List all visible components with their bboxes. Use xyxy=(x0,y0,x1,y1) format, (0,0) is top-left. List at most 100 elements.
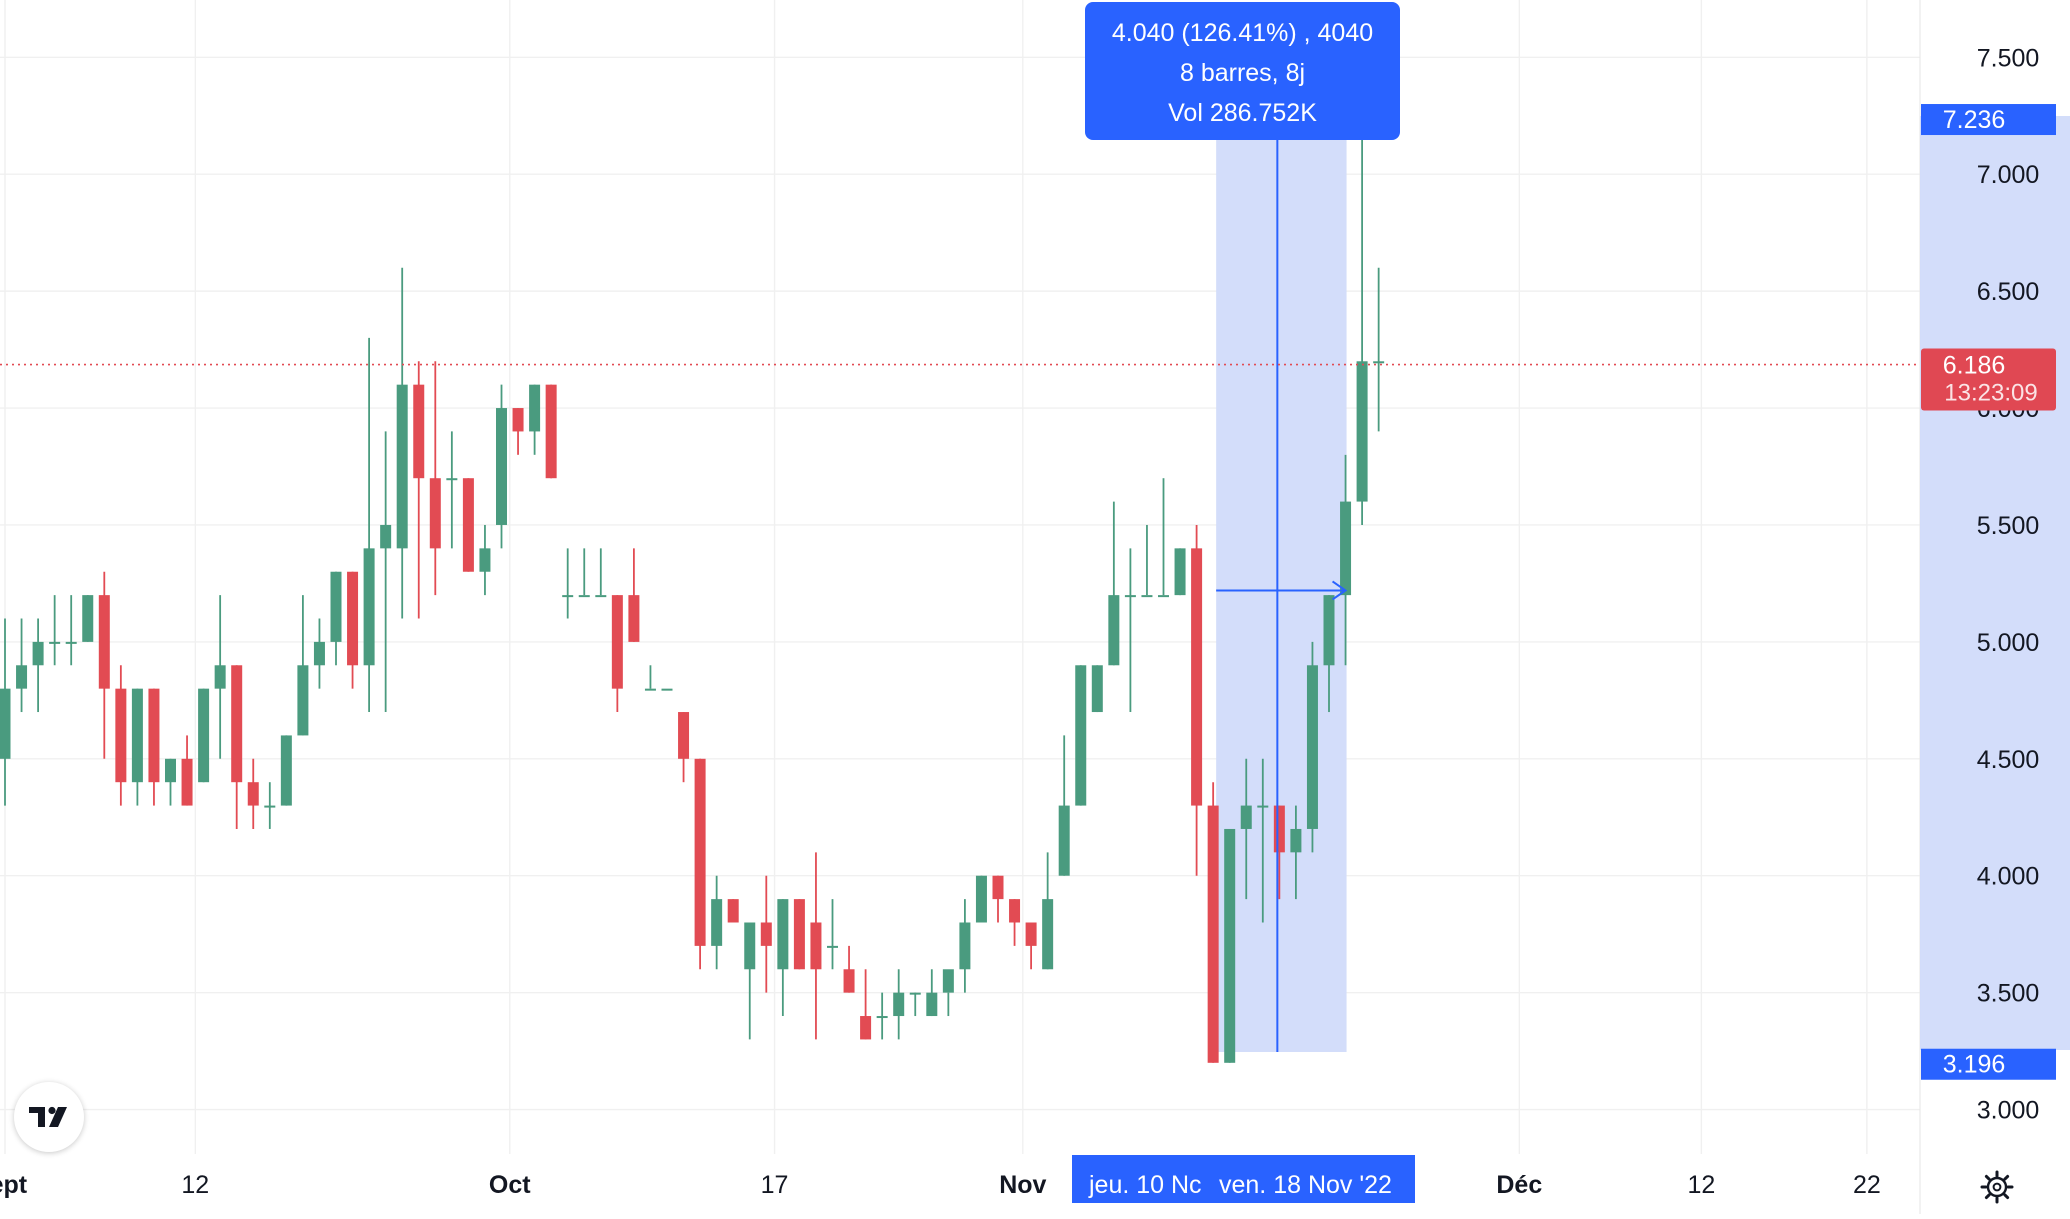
candle-body-14 xyxy=(231,665,243,783)
candle-6 xyxy=(98,571,110,759)
candle-18 xyxy=(297,595,309,736)
y-tick-label-1: 3.500 xyxy=(1977,980,2040,1008)
measure-range-axis-band xyxy=(1920,116,2070,1050)
candle-19 xyxy=(313,618,325,689)
candle-body-45 xyxy=(744,922,756,970)
candle-36 xyxy=(595,548,607,598)
tooltip-line-1: 4.040 (126.41%) , 4040 xyxy=(1112,19,1373,47)
candle-22 xyxy=(363,337,375,713)
candle-body-22 xyxy=(363,548,375,666)
candle-45 xyxy=(744,922,756,1040)
candle-body-59 xyxy=(975,875,987,923)
y-tick-label-4: 5.000 xyxy=(1977,629,2040,657)
candle-82 xyxy=(1356,127,1368,525)
candle-body-9 xyxy=(148,688,160,783)
candle-73 xyxy=(1207,782,1219,1063)
candle-body-21 xyxy=(347,571,359,666)
candle-44 xyxy=(727,899,739,923)
candle-47 xyxy=(777,899,789,1017)
candle-body-33 xyxy=(545,384,557,479)
candle-body-17 xyxy=(280,735,292,806)
candle-body-27 xyxy=(446,478,458,481)
candle-30 xyxy=(496,384,507,549)
gear-icon[interactable] xyxy=(1976,1166,2018,1208)
candle-83 xyxy=(1373,267,1385,432)
candle-1 xyxy=(16,618,28,713)
y-tick-label-3: 4.500 xyxy=(1977,746,2040,774)
candle-body-39 xyxy=(644,688,656,691)
candle-body-54 xyxy=(893,992,905,1017)
candle-body-79 xyxy=(1306,665,1318,829)
candle-40 xyxy=(661,688,673,691)
candle-23 xyxy=(380,431,392,713)
tradingview-logo-icon[interactable] xyxy=(14,1082,84,1152)
x-tick-label-7: 22 xyxy=(1853,1171,1881,1199)
candle-body-49 xyxy=(810,922,822,970)
candle-body-7 xyxy=(115,688,127,783)
axes: 3.0003.5004.0004.5005.0005.5006.0006.500… xyxy=(0,44,2056,1203)
candle-body-13 xyxy=(214,665,226,689)
measure-bottom-label: 3.196 xyxy=(1943,1051,2006,1079)
candle-body-10 xyxy=(165,758,176,783)
candle-5 xyxy=(82,595,94,642)
candle-68 xyxy=(1124,548,1136,713)
candle-body-48 xyxy=(793,899,805,970)
candle-body-58 xyxy=(959,922,971,970)
candle-body-70 xyxy=(1158,595,1169,598)
candle-24 xyxy=(396,267,408,619)
candle-31 xyxy=(512,408,524,455)
candle-body-0 xyxy=(0,688,11,759)
candle-54 xyxy=(893,969,905,1040)
tooltip-box xyxy=(1085,2,1400,140)
candle-body-53 xyxy=(876,1016,888,1019)
grid xyxy=(0,0,1921,1214)
candle-17 xyxy=(280,735,292,806)
measure-bottom-tag xyxy=(1921,1048,2056,1080)
candle-body-43 xyxy=(711,899,723,946)
candle-52 xyxy=(860,969,872,1040)
candle-75 xyxy=(1240,758,1252,900)
y-tick-label-0: 3.000 xyxy=(1977,1097,2040,1125)
candle-80 xyxy=(1323,595,1335,713)
candle-27 xyxy=(446,431,458,549)
candle-body-55 xyxy=(909,992,921,995)
candle-body-63 xyxy=(1042,899,1054,970)
candle-26 xyxy=(429,361,441,596)
x-tick-label-2: Oct xyxy=(489,1171,531,1199)
candle-12 xyxy=(198,688,210,783)
candle-21 xyxy=(347,571,359,689)
last-price-label: 6.186 xyxy=(1943,352,2006,380)
candle-body-47 xyxy=(777,899,789,970)
candle-72 xyxy=(1191,524,1203,876)
candle-42 xyxy=(694,758,706,970)
candle-29 xyxy=(479,524,491,596)
countdown-label: 13:23:09 xyxy=(1944,380,2037,407)
candle-body-42 xyxy=(694,758,706,946)
candle-20 xyxy=(330,571,342,666)
candle-body-60 xyxy=(992,875,1004,900)
candle-body-80 xyxy=(1323,595,1335,666)
measure-top-tag xyxy=(1921,104,2056,136)
candle-49 xyxy=(810,852,822,1040)
candle-body-11 xyxy=(181,758,193,806)
candle-body-65 xyxy=(1075,665,1087,806)
measure-range-box xyxy=(1216,88,1347,1052)
candle-48 xyxy=(793,899,805,970)
candle-33 xyxy=(545,384,557,479)
candle-64 xyxy=(1058,735,1070,876)
x-tick-label-1: 12 xyxy=(181,1171,209,1199)
candle-body-64 xyxy=(1058,805,1070,876)
candle-15 xyxy=(247,758,259,829)
candle-body-68 xyxy=(1124,595,1136,598)
candle-9 xyxy=(148,688,160,806)
candle-body-67 xyxy=(1108,595,1120,666)
candle-body-24 xyxy=(396,384,408,549)
candle-46 xyxy=(760,875,772,993)
candle-body-41 xyxy=(678,712,690,759)
candle-38 xyxy=(628,548,640,642)
y-tick-label-7: 6.500 xyxy=(1977,278,2040,306)
candle-70 xyxy=(1158,478,1169,598)
candle-body-35 xyxy=(578,595,590,598)
